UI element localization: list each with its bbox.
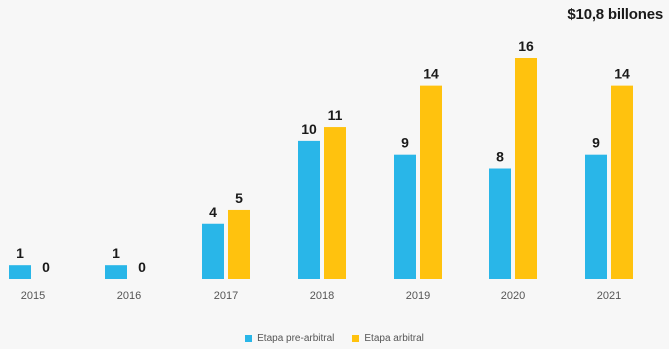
data-label-arbitral-2021: 14 bbox=[614, 66, 630, 82]
legend-item-pre-arbitral: Etapa pre-arbitral bbox=[245, 333, 334, 344]
bar-arbitral-2021 bbox=[611, 85, 633, 279]
x-tick-label-2019: 2019 bbox=[406, 290, 430, 302]
data-label-pre-arbitral-2016: 1 bbox=[112, 245, 120, 261]
bar-pre-arbitral-2019 bbox=[394, 154, 416, 279]
legend-swatch-arbitral bbox=[352, 335, 360, 342]
x-tick-label-2020: 2020 bbox=[501, 290, 525, 302]
bar-arbitral-2018 bbox=[324, 127, 346, 279]
data-label-pre-arbitral-2020: 8 bbox=[496, 149, 504, 165]
bar-pre-arbitral-2020 bbox=[489, 168, 511, 279]
legend-swatch-pre-arbitral bbox=[245, 335, 253, 342]
data-label-arbitral-2019: 14 bbox=[423, 66, 439, 82]
chart-legend: Etapa pre-arbitral Etapa arbitral bbox=[0, 333, 669, 344]
bar-arbitral-2019 bbox=[420, 85, 442, 279]
data-label-pre-arbitral-2019: 9 bbox=[401, 135, 409, 151]
bar-pre-arbitral-2018 bbox=[298, 140, 320, 279]
data-label-pre-arbitral-2018: 10 bbox=[301, 121, 317, 137]
data-label-arbitral-2017: 5 bbox=[235, 190, 243, 206]
bar-pre-arbitral-2015 bbox=[9, 265, 31, 279]
bar-pre-arbitral-2021 bbox=[585, 154, 607, 279]
bar-pre-arbitral-2016 bbox=[105, 265, 127, 279]
data-label-arbitral-2018: 11 bbox=[328, 107, 343, 123]
x-tick-label-2018: 2018 bbox=[310, 290, 334, 302]
legend-item-arbitral: Etapa arbitral bbox=[352, 333, 424, 344]
x-tick-label-2017: 2017 bbox=[214, 290, 238, 302]
legend-label-arbitral: Etapa arbitral bbox=[364, 333, 424, 344]
data-label-arbitral-2015: 0 bbox=[42, 259, 50, 275]
x-tick-label-2015: 2015 bbox=[21, 290, 45, 302]
total-annotation: $10,8 billones bbox=[567, 6, 663, 23]
bar-arbitral-2017 bbox=[228, 209, 250, 279]
x-tick-label-2016: 2016 bbox=[117, 290, 141, 302]
data-label-pre-arbitral-2021: 9 bbox=[592, 135, 600, 151]
legend-label-pre-arbitral: Etapa pre-arbitral bbox=[257, 333, 335, 344]
bar-arbitral-2020 bbox=[515, 58, 537, 279]
bar-pre-arbitral-2017 bbox=[202, 223, 224, 279]
data-label-pre-arbitral-2015: 1 bbox=[16, 245, 24, 261]
x-tick-label-2021: 2021 bbox=[597, 290, 621, 302]
data-label-arbitral-2020: 16 bbox=[518, 38, 534, 54]
data-label-pre-arbitral-2017: 4 bbox=[209, 204, 217, 220]
data-label-arbitral-2016: 0 bbox=[138, 259, 146, 275]
